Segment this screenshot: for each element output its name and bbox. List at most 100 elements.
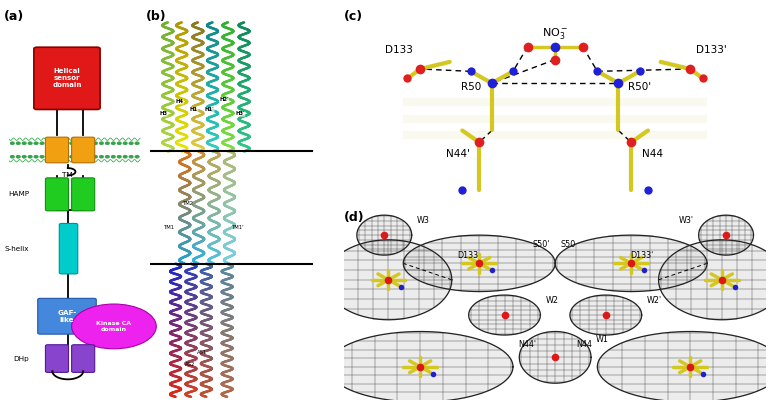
Text: Kinase CA
domain: Kinase CA domain — [96, 321, 132, 332]
Ellipse shape — [28, 155, 32, 158]
FancyBboxPatch shape — [59, 223, 78, 274]
Text: W1: W1 — [596, 335, 609, 344]
Ellipse shape — [34, 155, 38, 158]
Text: GAF-
like: GAF- like — [57, 310, 76, 323]
Ellipse shape — [45, 155, 50, 158]
Ellipse shape — [82, 155, 86, 158]
FancyBboxPatch shape — [72, 178, 95, 211]
Ellipse shape — [75, 142, 80, 145]
Polygon shape — [327, 332, 513, 402]
Ellipse shape — [52, 142, 56, 145]
Ellipse shape — [22, 155, 26, 158]
Ellipse shape — [45, 142, 50, 145]
Ellipse shape — [117, 155, 122, 158]
Text: N44: N44 — [641, 149, 663, 159]
Text: (d): (d) — [344, 211, 365, 224]
FancyBboxPatch shape — [72, 345, 95, 372]
Ellipse shape — [16, 142, 21, 145]
Ellipse shape — [105, 155, 109, 158]
FancyBboxPatch shape — [45, 345, 69, 372]
FancyBboxPatch shape — [34, 47, 100, 109]
Text: DHp: DHp — [14, 356, 29, 361]
Text: (c): (c) — [344, 10, 363, 23]
Ellipse shape — [99, 155, 104, 158]
Text: W3: W3 — [417, 216, 430, 225]
Circle shape — [72, 304, 156, 349]
Text: H3': H3' — [236, 112, 245, 116]
Text: H4: H4 — [176, 99, 183, 104]
Text: H1': H1' — [205, 107, 214, 112]
Text: Helical
sensor
domain: Helical sensor domain — [52, 68, 82, 88]
Text: (a): (a) — [4, 10, 24, 23]
Ellipse shape — [63, 142, 68, 145]
Text: S50': S50' — [533, 240, 550, 249]
Ellipse shape — [123, 155, 128, 158]
Polygon shape — [325, 240, 452, 320]
Polygon shape — [658, 240, 770, 320]
Ellipse shape — [135, 155, 139, 158]
Ellipse shape — [111, 155, 116, 158]
Text: H1: H1 — [190, 107, 198, 112]
Text: NO$_3^-$: NO$_3^-$ — [542, 26, 568, 41]
Ellipse shape — [117, 142, 122, 145]
Text: S-helix: S-helix — [5, 246, 29, 252]
Ellipse shape — [40, 155, 45, 158]
FancyBboxPatch shape — [45, 137, 69, 163]
Text: D133: D133 — [385, 45, 413, 55]
Text: N44: N44 — [577, 340, 592, 349]
Ellipse shape — [135, 142, 139, 145]
Text: D133': D133' — [630, 251, 654, 260]
Polygon shape — [403, 235, 555, 291]
Ellipse shape — [105, 142, 109, 145]
Ellipse shape — [40, 142, 45, 145]
Ellipse shape — [28, 142, 32, 145]
Text: D133': D133' — [696, 45, 727, 55]
Text: H2': H2' — [219, 97, 229, 102]
Ellipse shape — [69, 142, 74, 145]
Ellipse shape — [82, 142, 86, 145]
Ellipse shape — [93, 155, 98, 158]
Ellipse shape — [93, 142, 98, 145]
Text: N44': N44' — [518, 340, 536, 349]
Polygon shape — [698, 215, 754, 255]
Ellipse shape — [111, 142, 116, 145]
FancyBboxPatch shape — [45, 178, 69, 211]
Text: W2: W2 — [545, 296, 558, 305]
Ellipse shape — [52, 155, 56, 158]
Text: TM: TM — [62, 172, 73, 178]
Ellipse shape — [129, 155, 133, 158]
Ellipse shape — [87, 155, 92, 158]
Ellipse shape — [129, 142, 133, 145]
Text: TM1: TM1 — [164, 225, 175, 230]
Text: AS1: AS1 — [196, 350, 207, 355]
Ellipse shape — [58, 142, 62, 145]
Text: N44': N44' — [446, 149, 470, 159]
Text: AS2: AS2 — [185, 362, 196, 367]
Ellipse shape — [10, 142, 15, 145]
Text: W3': W3' — [678, 216, 694, 225]
Text: H3: H3 — [159, 112, 167, 116]
Polygon shape — [469, 295, 541, 335]
Ellipse shape — [22, 142, 26, 145]
Text: TM2: TM2 — [183, 201, 194, 206]
Text: HAMP: HAMP — [8, 191, 29, 197]
Polygon shape — [357, 215, 412, 255]
Ellipse shape — [16, 155, 21, 158]
Ellipse shape — [99, 142, 104, 145]
Text: (b): (b) — [146, 10, 167, 23]
Polygon shape — [555, 235, 707, 291]
Ellipse shape — [69, 155, 74, 158]
Polygon shape — [598, 332, 770, 402]
Text: R50: R50 — [460, 82, 481, 92]
Ellipse shape — [123, 142, 128, 145]
Text: W2': W2' — [647, 296, 662, 305]
FancyBboxPatch shape — [38, 298, 96, 334]
Ellipse shape — [63, 155, 68, 158]
Text: R50': R50' — [628, 82, 651, 92]
Polygon shape — [519, 332, 591, 383]
Ellipse shape — [58, 155, 62, 158]
FancyBboxPatch shape — [72, 137, 95, 163]
Polygon shape — [570, 295, 641, 335]
Text: S50: S50 — [561, 240, 575, 249]
Text: TM1': TM1' — [232, 225, 244, 230]
